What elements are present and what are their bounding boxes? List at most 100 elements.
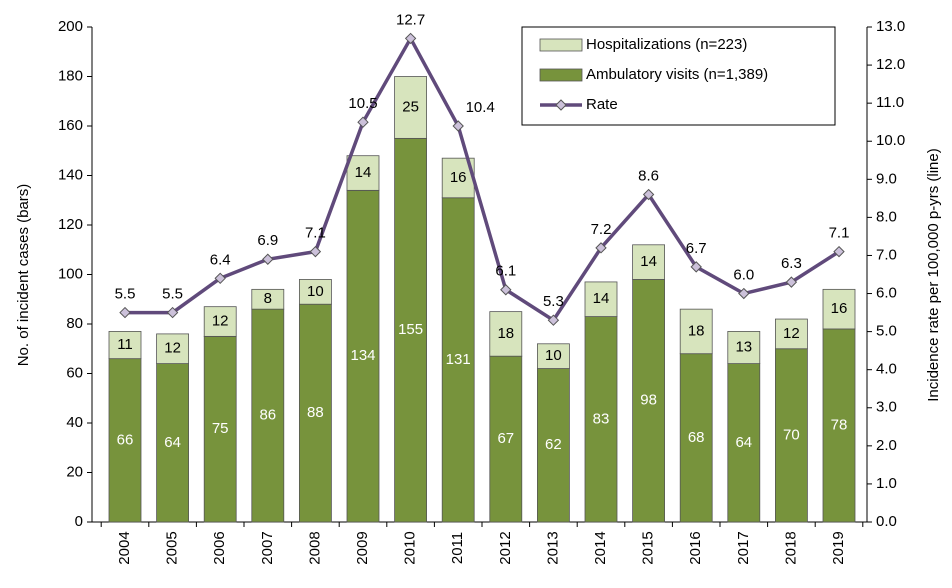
bar-segment — [203, 335, 237, 523]
legend-swatch — [539, 38, 583, 52]
y2-tick-label: 4.0 — [876, 361, 897, 378]
rate-value-label: 6.3 — [781, 255, 802, 272]
bar-value-label: 14 — [640, 253, 657, 270]
bar-value-label: 131 — [446, 351, 471, 368]
bar-segment — [346, 155, 380, 191]
rate-marker — [595, 242, 607, 254]
y2-tick-label: 5.0 — [876, 323, 897, 340]
legend-label: Ambulatory visits (n=1,389) — [586, 66, 768, 83]
rate-value-label: 6.9 — [257, 232, 278, 249]
y-tick-label: 40 — [66, 414, 83, 431]
bar-segment — [537, 368, 570, 523]
bar-segment — [441, 157, 475, 199]
rate-marker — [357, 116, 369, 128]
y-tick-label: 80 — [66, 315, 83, 332]
rate-marker — [500, 284, 512, 296]
y2-tick-label: 8.0 — [876, 208, 897, 225]
y-tick-label: 180 — [58, 67, 83, 84]
rate-value-label: 5.3 — [543, 293, 564, 310]
y2-tick-label: 10.0 — [876, 132, 905, 149]
bar-segment — [441, 197, 475, 523]
bar-value-label: 12 — [164, 340, 181, 357]
legend-marker — [555, 99, 567, 111]
x-tick-label: 2009 — [354, 531, 371, 564]
rate-value-label: 6.0 — [733, 267, 754, 284]
x-tick-label: 2005 — [164, 531, 181, 564]
bar-segment — [489, 311, 523, 357]
y-tick-label: 0 — [75, 513, 83, 530]
rate-marker — [547, 314, 560, 326]
y-tick-label: 20 — [66, 463, 83, 480]
rate-marker — [214, 272, 226, 285]
y2-tick-label: 3.0 — [876, 399, 897, 416]
bar-segment — [727, 331, 761, 364]
bar-value-label: 66 — [117, 431, 134, 448]
rate-marker — [309, 245, 322, 258]
bar-segment — [298, 303, 332, 523]
bar-segment — [584, 316, 618, 523]
bar-value-label: 14 — [355, 164, 372, 181]
bar-segment — [537, 343, 570, 369]
rate-value-label: 7.2 — [591, 221, 612, 238]
y2-tick-label: 2.0 — [876, 437, 897, 454]
y2-tick-label: 12.0 — [876, 56, 905, 73]
bar-value-label: 10 — [545, 347, 562, 364]
x-tick-label: 2004 — [116, 531, 133, 564]
rate-marker — [833, 245, 845, 258]
rate-value-label: 5.5 — [162, 286, 183, 303]
bar-value-label: 70 — [783, 426, 800, 443]
rate-marker — [166, 306, 179, 319]
bar-segment — [156, 333, 190, 364]
y2-axis-label: Incidence rate per 100,000 p-yrs (line) — [925, 148, 942, 401]
y2-tick-label: 9.0 — [876, 170, 897, 187]
y2-tick-label: 13.0 — [876, 18, 905, 35]
bar-value-label: 25 — [402, 98, 419, 115]
y2-tick-label: 1.0 — [876, 475, 897, 492]
rate-marker — [119, 306, 131, 319]
bar-value-label: 16 — [831, 300, 848, 317]
bar-segment — [632, 244, 665, 280]
bar-segment — [822, 288, 856, 330]
bar-segment — [108, 358, 142, 523]
rate-value-label: 6.4 — [210, 251, 231, 268]
x-tick-label: 2012 — [497, 531, 514, 564]
x-tick-label: 2007 — [259, 531, 276, 564]
rate-marker — [262, 253, 274, 265]
bar-value-label: 78 — [831, 416, 848, 433]
bar-value-label: 13 — [735, 338, 752, 355]
x-tick-label: 2015 — [640, 531, 657, 564]
x-tick-label: 2018 — [782, 531, 799, 564]
legend-swatch — [539, 68, 583, 82]
legend-label: Rate — [586, 96, 618, 113]
bar-value-label: 12 — [212, 312, 229, 329]
bar-value-label: 83 — [593, 410, 610, 427]
rate-value-label: 10.5 — [348, 95, 377, 112]
x-tick-label: 2006 — [211, 531, 228, 564]
bar-segment — [298, 279, 332, 305]
bar-segment — [156, 363, 190, 523]
x-tick-label: 2011 — [449, 532, 466, 564]
bar-segment — [203, 306, 237, 337]
bar-segment — [584, 281, 618, 317]
rate-marker — [452, 120, 464, 132]
x-tick-label: 2010 — [402, 531, 419, 564]
y2-tick-label: 11.0 — [876, 94, 904, 111]
rate-value-label: 10.4 — [466, 99, 495, 116]
y-tick-label: 140 — [58, 166, 83, 183]
bar-segment — [632, 279, 665, 523]
bar-value-label: 134 — [350, 347, 375, 364]
bar-value-label: 10 — [307, 283, 324, 300]
bar-value-label: 86 — [259, 407, 276, 424]
rate-value-label: 7.1 — [829, 225, 850, 242]
rate-value-label: 5.5 — [115, 286, 136, 303]
rate-marker — [404, 32, 417, 45]
bar-value-label: 11 — [117, 336, 133, 353]
bar-value-label: 14 — [593, 290, 610, 307]
rate-marker — [690, 261, 702, 273]
rate-line — [125, 34, 840, 323]
y-tick-label: 160 — [58, 117, 83, 134]
x-tick-label: 2017 — [735, 531, 752, 564]
x-tick-label: 2014 — [592, 531, 609, 564]
y-tick-label: 120 — [58, 216, 83, 233]
x-tick-label: 2008 — [306, 531, 323, 564]
